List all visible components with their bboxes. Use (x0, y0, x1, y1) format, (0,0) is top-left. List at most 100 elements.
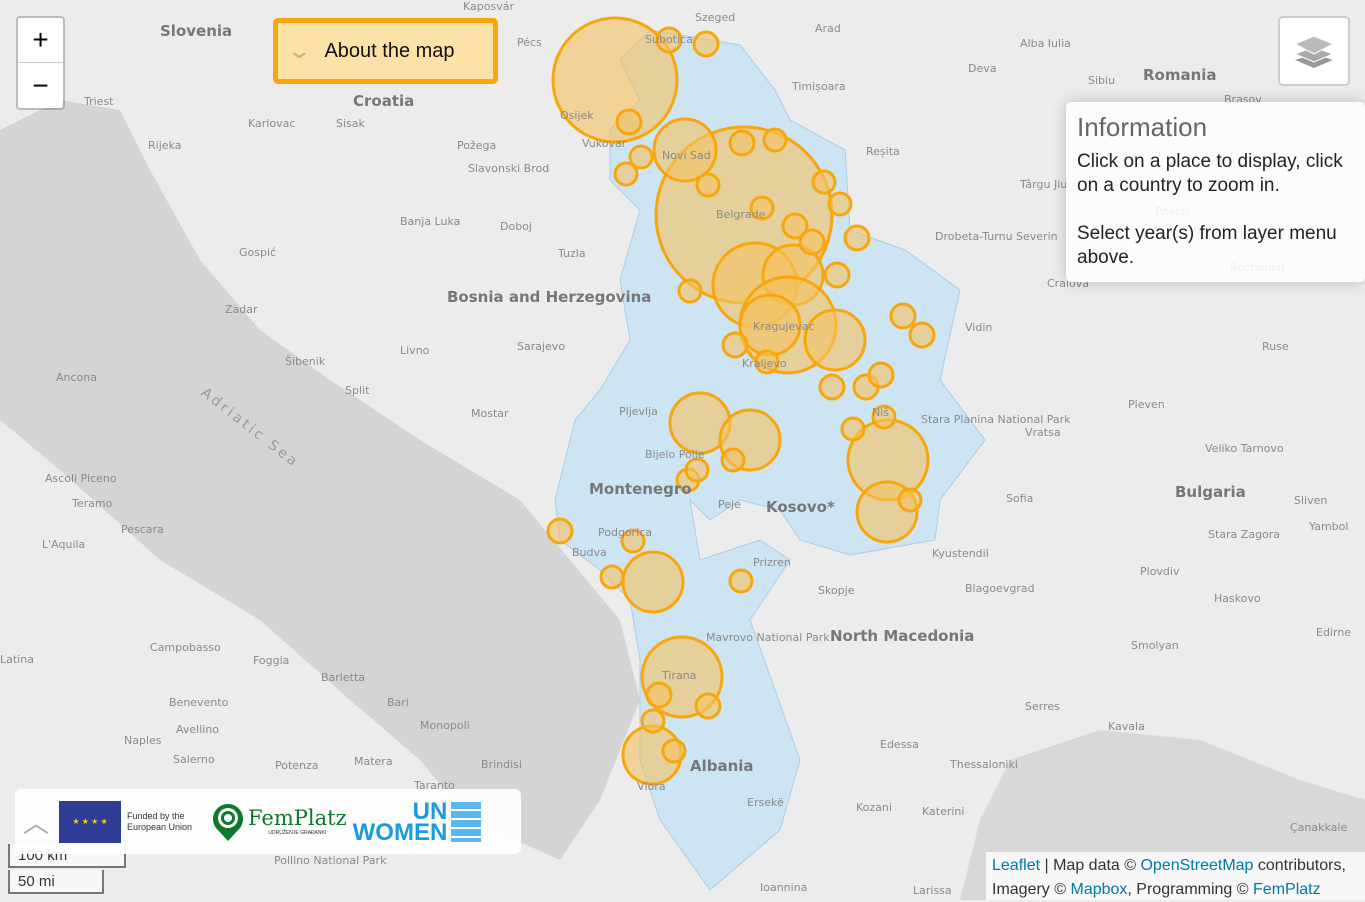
info-title: Information (1077, 112, 1208, 142)
map-label: Foggia (253, 654, 290, 667)
place-marker[interactable] (823, 261, 851, 289)
chevron-down-icon: ⌄ (286, 38, 313, 63)
place-marker[interactable] (811, 169, 837, 195)
femplatz-name: FemPlatz (248, 805, 347, 830)
place-marker[interactable] (803, 308, 867, 372)
place-marker[interactable] (613, 161, 639, 187)
place-marker[interactable] (640, 708, 666, 734)
place-marker[interactable] (652, 117, 718, 183)
place-marker[interactable] (728, 129, 756, 157)
place-marker[interactable] (599, 564, 625, 590)
place-marker[interactable] (749, 195, 775, 221)
map-label: Reșita (866, 145, 900, 158)
place-marker[interactable] (645, 681, 673, 709)
place-marker[interactable] (677, 278, 703, 304)
place-marker[interactable] (908, 321, 936, 349)
eu-flag-logo: ★ ★ ★ ★ (59, 800, 121, 843)
map-label: Vukovar (582, 137, 627, 150)
sea-adriatic (0, 100, 640, 860)
map-label: Pollino National Park (274, 854, 387, 867)
map-label: Brindisi (481, 758, 522, 771)
layers-button[interactable] (1278, 16, 1350, 86)
map-label: Salerno (173, 753, 215, 766)
attr-text: contributors, Imagery © (992, 857, 1346, 898)
map-label: Haskovo (1214, 592, 1261, 605)
map-label: Timișoara (792, 80, 846, 93)
femplatz-link[interactable]: FemPlatz (1253, 881, 1321, 898)
mapbox-link[interactable]: Mapbox (1070, 881, 1128, 898)
map-label: Šibenik (285, 355, 326, 368)
place-marker[interactable] (897, 487, 923, 513)
place-marker[interactable] (661, 738, 687, 764)
place-marker[interactable] (798, 228, 826, 256)
map-label: Albania (690, 757, 754, 775)
place-marker[interactable] (695, 172, 721, 198)
map-label: Peje (718, 498, 741, 511)
map-label: Tirana (662, 669, 697, 682)
place-marker[interactable] (867, 361, 895, 389)
map-label: Vidin (965, 321, 993, 334)
place-marker[interactable] (692, 30, 720, 58)
place-marker[interactable] (720, 447, 746, 473)
place-marker[interactable] (818, 373, 846, 401)
place-marker[interactable] (655, 26, 683, 54)
map-label: Potenza (275, 759, 319, 772)
zoom-control: + − (16, 16, 65, 110)
place-marker[interactable] (889, 302, 917, 330)
place-marker[interactable] (628, 144, 654, 170)
map-label: Banja Luka (400, 215, 461, 228)
place-marker[interactable] (827, 191, 853, 217)
map-label: Pljevlja (619, 405, 658, 418)
map-label: Drobeta-Turnu Severin (935, 230, 1058, 243)
place-marker[interactable] (546, 517, 574, 545)
about-label: About the map (324, 39, 455, 62)
women-text: WOMEN (352, 818, 448, 846)
map-label: Prizren (753, 556, 791, 569)
map-label: Pécs (517, 36, 542, 49)
map-label: Sofia (1006, 492, 1034, 505)
place-marker[interactable] (762, 127, 788, 153)
place-marker[interactable] (871, 404, 897, 430)
map-label: Bosnia and Herzegovina (447, 288, 652, 306)
map-label: Mavrovo National Park (706, 631, 830, 644)
map-label: Ruse (1262, 340, 1289, 353)
place-marker[interactable] (781, 212, 809, 240)
map-label: Çanakkale (1290, 821, 1348, 834)
osm-link[interactable]: OpenStreetMap (1140, 857, 1254, 874)
map-label: Split (345, 384, 370, 397)
map-label: Avellino (176, 723, 220, 736)
place-marker[interactable] (615, 108, 643, 136)
place-marker[interactable] (843, 224, 871, 252)
map-label: Smolyan (1131, 639, 1179, 652)
map-label: Sarajevo (517, 340, 566, 353)
chevron-up-icon[interactable]: ︿ (23, 808, 50, 838)
map-label: Kozani (856, 801, 892, 814)
map-label: Stara Planina National Park (921, 413, 1071, 426)
zoom-out-button[interactable]: − (32, 69, 49, 101)
about-the-map-button[interactable]: ⌄ About the map (273, 18, 498, 84)
place-marker[interactable] (721, 331, 749, 359)
place-marker[interactable] (621, 550, 685, 614)
place-marker[interactable] (684, 457, 710, 483)
place-marker[interactable] (694, 692, 722, 720)
zoom-in-button[interactable]: + (18, 18, 63, 63)
map-label: Veliko Tarnovo (1205, 442, 1284, 455)
place-marker[interactable] (728, 568, 754, 594)
place-marker[interactable] (551, 16, 679, 144)
leaflet-link[interactable]: Leaflet (992, 857, 1041, 874)
map-label: Karlovac (248, 117, 296, 130)
map-label: Zadar (225, 303, 258, 316)
map-label: Kaposvár (463, 0, 514, 13)
place-marker[interactable] (840, 416, 866, 442)
map-label: Livno (400, 344, 430, 357)
attr-text: , Programming © (1127, 881, 1254, 898)
map-label: Gospić (239, 246, 277, 259)
attr-text: | Map data © (1040, 857, 1141, 874)
map-label: Mostar (471, 407, 509, 420)
map-label: Ascoli Piceno (45, 472, 117, 485)
femplatz-pin-icon (213, 803, 243, 841)
place-marker[interactable] (754, 349, 780, 375)
map-label: Ancona (56, 371, 97, 384)
place-marker[interactable] (620, 528, 646, 554)
